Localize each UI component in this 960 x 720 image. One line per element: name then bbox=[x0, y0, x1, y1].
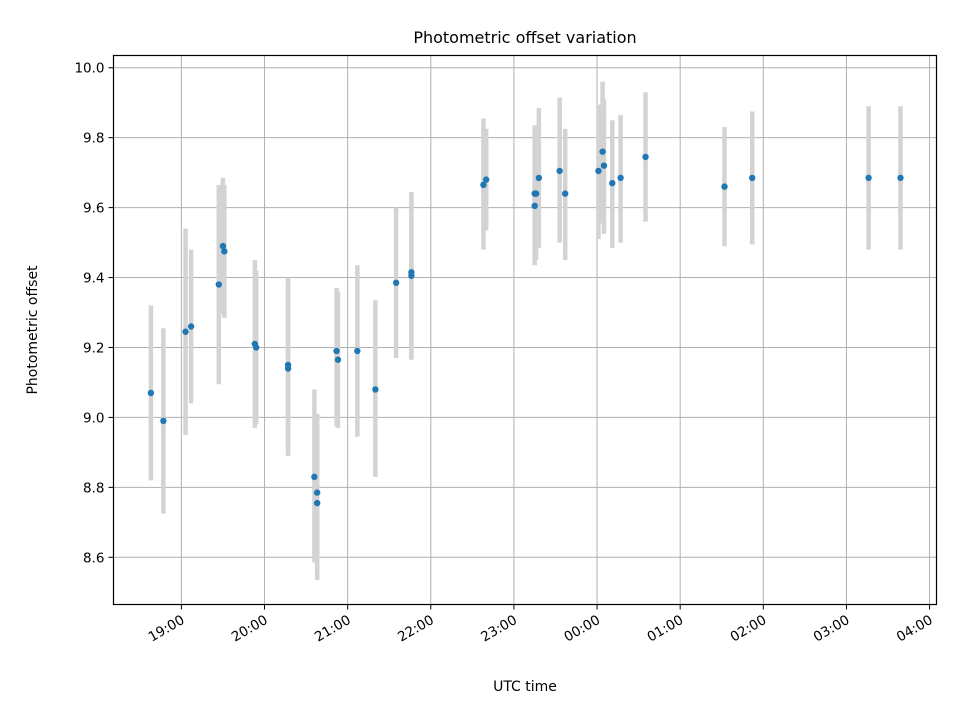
data-point bbox=[749, 174, 756, 182]
chart-title: Photometric offset variation bbox=[413, 28, 636, 47]
data-point bbox=[284, 365, 292, 372]
data-point bbox=[182, 328, 189, 335]
data-point bbox=[642, 153, 649, 161]
data-point bbox=[599, 148, 606, 155]
data-point bbox=[253, 344, 260, 351]
data-point bbox=[480, 181, 487, 189]
y-tick-label: 10.0 bbox=[74, 61, 104, 77]
data-point bbox=[721, 183, 728, 190]
data-point bbox=[313, 489, 321, 496]
y-tick-label: 9.8 bbox=[83, 131, 104, 147]
data-point bbox=[535, 174, 543, 182]
y-tick-label: 9.2 bbox=[83, 340, 104, 356]
data-point bbox=[313, 499, 321, 507]
data-point bbox=[160, 417, 167, 425]
data-point bbox=[215, 281, 222, 288]
data-point bbox=[354, 347, 361, 355]
y-tick-label: 9.0 bbox=[83, 410, 104, 426]
data-point bbox=[865, 174, 872, 182]
data-point bbox=[532, 190, 540, 197]
y-tick-label: 8.8 bbox=[83, 480, 104, 496]
data-point bbox=[333, 347, 340, 355]
data-point bbox=[897, 174, 904, 182]
data-point bbox=[219, 242, 227, 250]
data-point bbox=[372, 386, 379, 393]
y-tick-label: 9.6 bbox=[83, 201, 104, 217]
data-point bbox=[600, 162, 608, 169]
y-gridlines bbox=[113, 67, 937, 558]
y-axis-ticks: 8.6 8.8 9.0 9.2 9.4 9.6 9.8 10.0 bbox=[74, 61, 114, 566]
data-point bbox=[392, 279, 400, 286]
y-axis-label: Photometric offset bbox=[25, 265, 41, 395]
data-point bbox=[408, 272, 415, 279]
data-point bbox=[187, 323, 195, 330]
data-point bbox=[595, 167, 602, 175]
data-point bbox=[483, 176, 490, 183]
x-axis-label: UTC time bbox=[493, 679, 557, 695]
plot-frame bbox=[112, 54, 938, 606]
data-point bbox=[556, 167, 563, 175]
data-points bbox=[147, 148, 904, 507]
data-point bbox=[221, 248, 228, 255]
data-point bbox=[531, 202, 538, 210]
data-point bbox=[561, 190, 569, 197]
data-point bbox=[311, 473, 318, 481]
data-point bbox=[334, 356, 342, 363]
data-point bbox=[147, 389, 155, 397]
y-tick-label: 9.4 bbox=[83, 271, 104, 287]
y-tick-label: 8.6 bbox=[83, 550, 104, 566]
data-point bbox=[609, 179, 616, 187]
data-point bbox=[617, 174, 624, 182]
